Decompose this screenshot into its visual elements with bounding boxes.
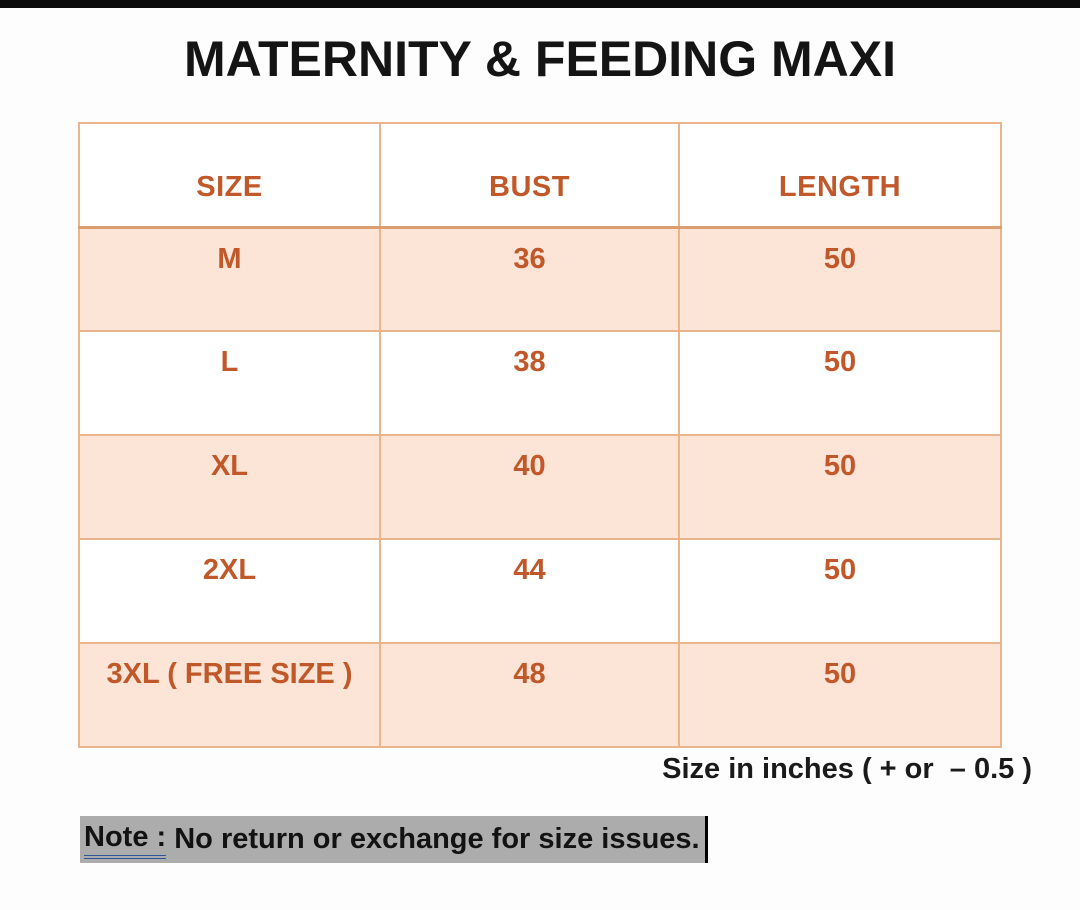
length-cell: 50 (678, 642, 1002, 748)
top-border-strip (0, 0, 1080, 8)
table-row: M 36 50 (78, 226, 1002, 332)
column-header-size: SIZE (78, 122, 381, 229)
length-cell: 50 (678, 226, 1002, 332)
size-cell: XL (78, 434, 381, 540)
length-cell: 50 (678, 434, 1002, 540)
length-cell: 50 (678, 330, 1002, 436)
units-footnote: Size in inches ( + or – 0.5 ) (662, 753, 1032, 785)
bust-cell: 40 (379, 434, 680, 540)
size-chart-table: SIZE BUST LENGTH M 36 50 L 38 50 XL 40 5… (78, 122, 1002, 748)
table-row: 2XL 44 50 (78, 538, 1002, 644)
table-row: XL 40 50 (78, 434, 1002, 540)
column-header-length: LENGTH (678, 122, 1002, 229)
table-row: 3XL ( FREE SIZE ) 48 50 (78, 642, 1002, 748)
bust-cell: 38 (379, 330, 680, 436)
size-cell: 2XL (78, 538, 381, 644)
note-text: No return or exchange for size issues. (166, 823, 700, 855)
column-header-bust: BUST (379, 122, 680, 229)
bust-cell: 36 (379, 226, 680, 332)
bust-cell: 44 (379, 538, 680, 644)
page-title: MATERNITY & FEEDING MAXI (183, 31, 897, 87)
size-cell: M (78, 226, 381, 332)
size-cell: 3XL ( FREE SIZE ) (78, 642, 381, 748)
return-policy-note: Note : No return or exchange for size is… (80, 816, 708, 863)
size-cell: L (78, 330, 381, 436)
length-cell: 50 (678, 538, 1002, 644)
note-label: Note : (84, 821, 167, 859)
table-row: L 38 50 (78, 330, 1002, 436)
header-row: SIZE BUST LENGTH (78, 122, 1002, 229)
bust-cell: 48 (379, 642, 680, 748)
